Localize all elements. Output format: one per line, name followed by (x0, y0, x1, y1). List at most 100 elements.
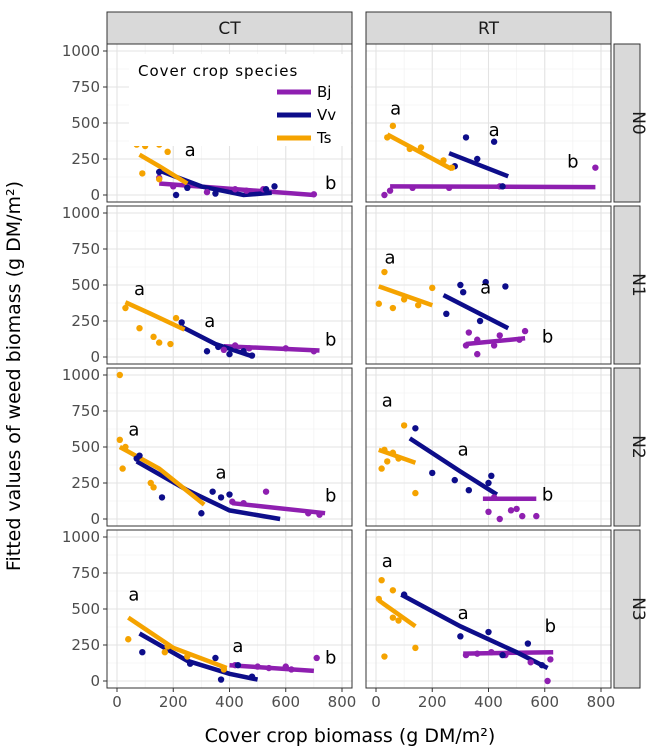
panel-ct-n3: a a b (106, 529, 353, 689)
data-point-vv (457, 633, 464, 640)
y-tick-label: 750 (71, 564, 100, 582)
panel-border (365, 367, 612, 527)
data-point-bj (282, 345, 289, 352)
data-point-vv (482, 278, 489, 286)
data-point-bj (544, 677, 551, 685)
data-point-ts (389, 587, 397, 594)
significance-label: a (458, 440, 469, 461)
significance-label: a (185, 140, 196, 161)
data-point-bj (507, 507, 515, 514)
data-point-bj (533, 512, 540, 520)
significance-label: b (567, 152, 578, 173)
data-point-bj (229, 498, 236, 505)
fit-line-ts (138, 152, 189, 186)
y-tick-label: 500 (71, 600, 100, 618)
panel-ct-n2: a a b (106, 367, 353, 527)
data-point-ts (384, 458, 391, 465)
x-tick-label: 200 (418, 693, 447, 711)
panel-rt-n2: a a b (365, 367, 612, 527)
data-point-vv (412, 425, 419, 432)
significance-label: b (325, 329, 336, 350)
data-point-bj (265, 664, 273, 672)
fit-line-bj (465, 336, 526, 347)
facet-strip-ct (106, 11, 353, 45)
x-tick-label: 800 (328, 693, 357, 711)
fit-line-ts (124, 300, 186, 332)
facet-strip-n2 (613, 367, 641, 527)
data-point-ts (116, 371, 124, 379)
data-point-bj (305, 510, 312, 517)
data-point-vv (490, 138, 498, 145)
significance-label: a (232, 636, 243, 657)
y-tick-label: 1000 (62, 528, 100, 546)
data-point-vv (502, 283, 509, 290)
y-tick-label: 0 (90, 510, 100, 528)
data-point-vv (217, 676, 225, 683)
data-point-ts (172, 314, 180, 322)
y-tick-label: 500 (71, 114, 100, 132)
x-tick-label: 800 (587, 693, 616, 711)
x-tick-label: 400 (474, 693, 503, 711)
data-point-vv (248, 673, 256, 680)
legend-background (129, 54, 351, 146)
facet-strip-n0 (613, 43, 641, 203)
panel-rt-n0: a a b (365, 43, 612, 203)
data-point-ts (378, 577, 385, 584)
data-point-bj (386, 187, 394, 194)
significance-label: b (325, 486, 336, 507)
y-tick-label: 500 (71, 438, 100, 456)
data-point-bj (521, 327, 529, 335)
data-point-ts (161, 649, 169, 656)
x-tick-label: 600 (530, 693, 559, 711)
data-point-bj (310, 348, 318, 355)
x-axis-title: Cover crop biomass (g DM/m²) (205, 725, 496, 747)
data-point-bj (245, 345, 253, 352)
data-point-bj (203, 188, 211, 196)
fit-line-ts (127, 615, 228, 671)
y-tick-label: 500 (71, 276, 100, 294)
facet-strip-n3 (613, 529, 641, 689)
y-tick-label: 1000 (62, 42, 100, 60)
data-point-vv (499, 183, 506, 190)
fit-line-vv (408, 436, 499, 497)
significance-label: a (216, 463, 227, 484)
data-point-vv (524, 640, 532, 647)
legend-label-bj: Bj (317, 83, 331, 101)
data-point-bj (254, 663, 261, 670)
data-point-ts (389, 304, 397, 312)
data-point-vv (155, 168, 163, 176)
data-point-bj (485, 508, 492, 515)
data-point-ts (389, 449, 397, 456)
data-point-ts (375, 300, 383, 307)
data-point-ts (429, 284, 436, 292)
data-point-bj (409, 184, 416, 191)
data-point-vv (457, 281, 464, 289)
data-point-vv (474, 155, 481, 163)
fit-line-vv (135, 459, 281, 522)
panel-rt-n1: a a b (365, 205, 612, 365)
data-point-bj (474, 336, 481, 343)
data-point-vv (485, 479, 492, 487)
data-point-bj (490, 342, 498, 349)
data-point-ts (412, 644, 419, 652)
y-tick-label: 1000 (62, 366, 100, 384)
data-point-ts (381, 446, 388, 454)
data-point-bj (288, 666, 295, 673)
y-tick-label: 250 (71, 474, 100, 492)
data-point-ts (184, 653, 191, 660)
x-tick-label: 0 (112, 693, 122, 711)
data-point-vv (485, 628, 492, 636)
data-point-ts (381, 268, 388, 276)
data-point-bj (231, 342, 239, 349)
data-point-bj (474, 350, 481, 358)
data-point-bj (445, 184, 453, 191)
facet-label-rt: RT (478, 19, 500, 39)
fit-line-ts (377, 598, 417, 629)
data-point-ts (395, 455, 402, 462)
legend-label-ts: Ts (316, 129, 332, 147)
significance-label: a (390, 98, 401, 119)
panel-border (365, 43, 612, 203)
data-point-bj (462, 651, 470, 659)
data-point-vv (499, 651, 506, 659)
